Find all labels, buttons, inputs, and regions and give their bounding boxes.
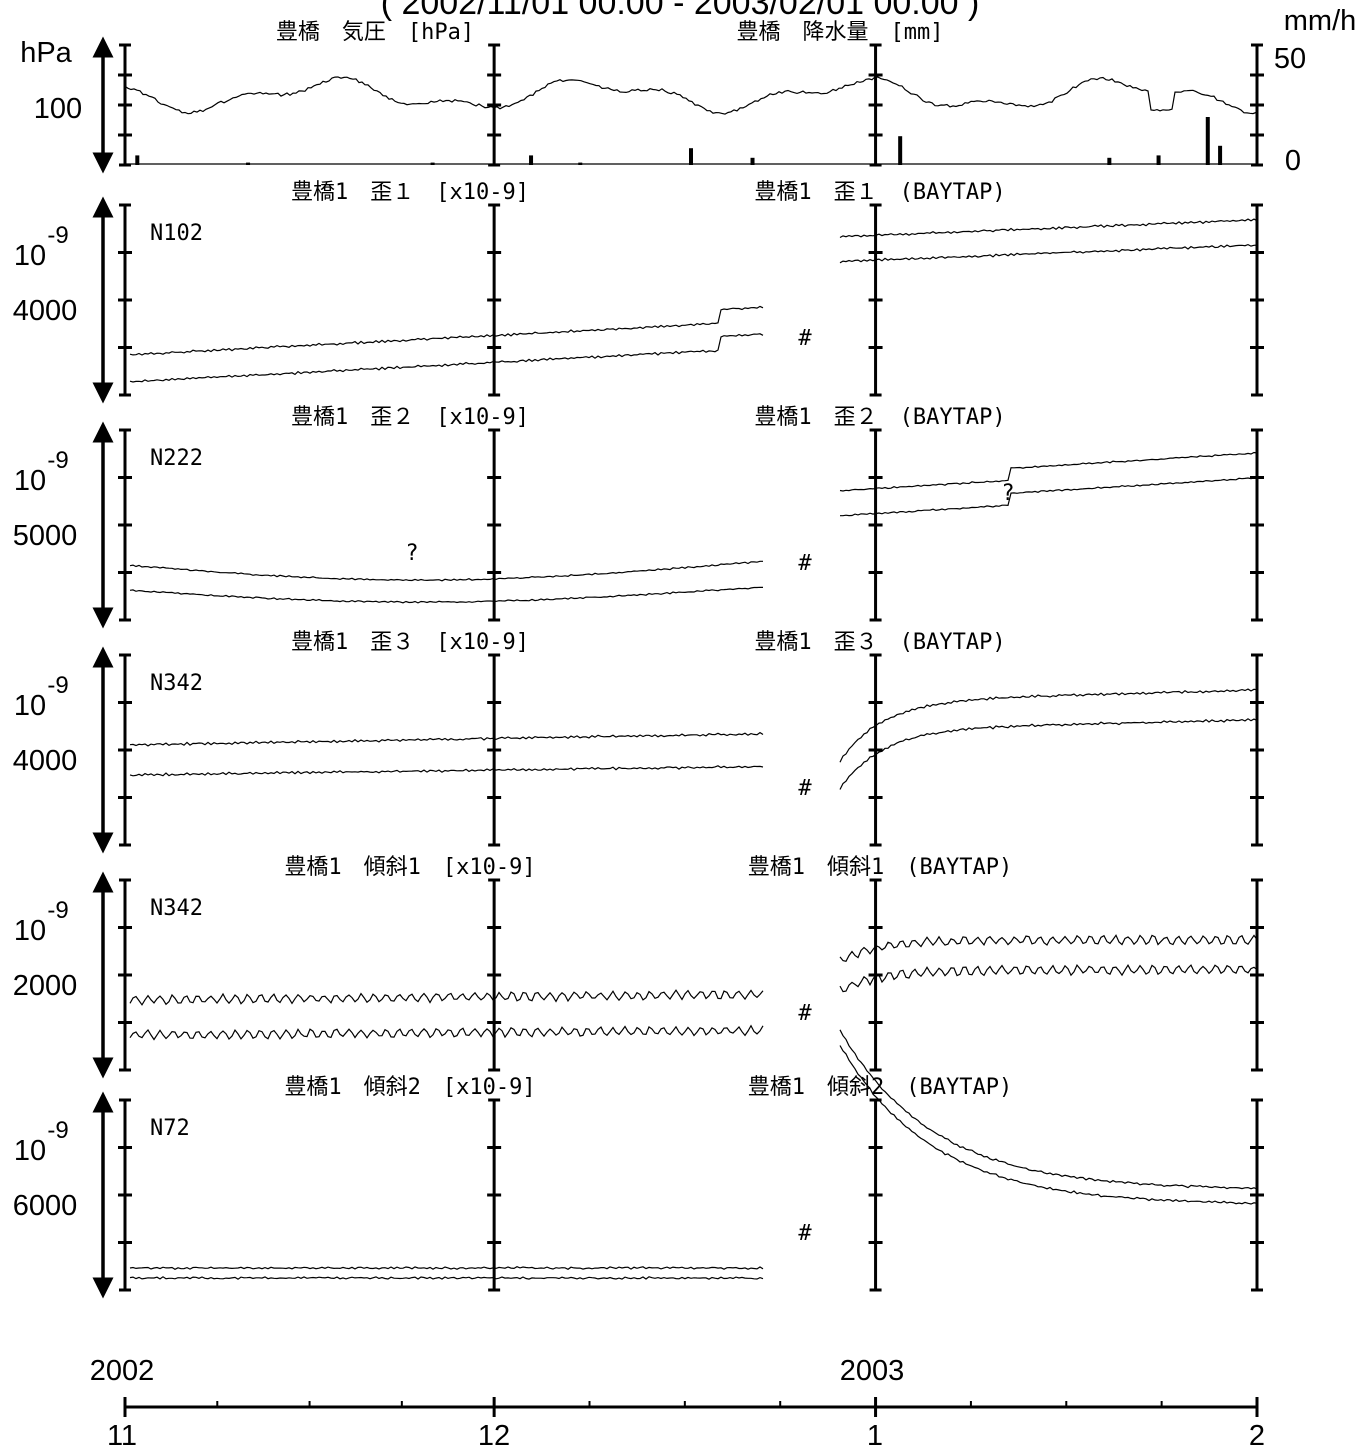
panel-strain1-title-left: 豊橋1 歪１ [x10-9]	[291, 180, 529, 205]
panel-strain2-direction: N222	[150, 446, 203, 471]
panel-strain1-title-right: 豊橋1 歪１ (BAYTAP)	[754, 180, 1005, 205]
precip-bar-0	[135, 155, 140, 165]
top-panel-left-unit: hPa	[20, 37, 72, 69]
header-period: ( 2002/11/01 00:00 - 2003/02/01 00:00 )	[381, 0, 980, 22]
panel-strain3-series-b-late	[839, 718, 1258, 790]
panel-strain2-title-left: 豊橋1 歪２ [x10-9]	[291, 405, 529, 430]
panel-strain1-direction: N102	[150, 221, 203, 246]
panel-strain2-series-a-early	[129, 560, 763, 582]
panel-series	[124, 76, 1258, 1280]
panel-strain3-series-a-late	[839, 688, 1258, 763]
panel-strain1-series-a-late	[839, 218, 1258, 239]
precip-bar-3	[529, 155, 534, 165]
panel-strain1-series-a-early	[129, 305, 764, 356]
panel-strain1-series-b-late	[839, 243, 1258, 264]
panel-strain2-mark-1: ?	[1001, 481, 1014, 506]
panel-strain2-scale-value: 5000	[13, 520, 78, 552]
precip-bar-11	[1218, 145, 1223, 165]
panel-strain2-mark-0: ?	[405, 541, 418, 566]
panel-tilt2-unit-base: 10	[14, 1135, 46, 1167]
precip-bar-10	[1205, 117, 1210, 165]
panel-tilt2-scale-value: 6000	[13, 1190, 78, 1222]
top-panel-left-scale: 100	[34, 93, 82, 125]
panel-tilt2-series-a-early	[129, 1266, 764, 1270]
panel-strain1-unit-exp: -9	[47, 222, 68, 249]
panel-strain3-direction: N342	[150, 671, 203, 696]
panel-tilt1-title-left: 豊橋1 傾斜1 [x10-9]	[284, 855, 535, 880]
panel-strain1-series-b-early	[129, 333, 764, 383]
panel-strain3-title-left: 豊橋1 歪３ [x10-9]	[291, 630, 529, 655]
panel-tilt1-unit-base: 10	[14, 915, 46, 947]
year-label-2003: 2003	[840, 1355, 905, 1387]
panel-tilt1-series-a-late	[839, 934, 1258, 962]
panel-tilt1-unit-exp: -9	[47, 897, 68, 924]
x-axis-ticks	[123, 1397, 1259, 1417]
panel-tilt1-scale-value: 2000	[13, 970, 78, 1002]
x-axis: 2002 2003 11 12 1 2	[90, 1355, 1265, 1452]
panel-strain3-title-right: 豊橋1 歪３ (BAYTAP)	[754, 630, 1005, 655]
panel-tilt1-title-right: 豊橋1 傾斜1 (BAYTAP)	[748, 855, 1012, 880]
panel-strain3-series-a-early	[129, 731, 764, 747]
panel-strain1-gap-mark: #	[798, 326, 812, 351]
panel-tilt2-series-b-early	[129, 1276, 764, 1280]
panel-strain1-scale-value: 4000	[13, 295, 78, 327]
precip-bar-2	[430, 162, 435, 165]
panel-strain2-title-right: 豊橋1 歪２ (BAYTAP)	[754, 405, 1005, 430]
precip-bar-6	[750, 157, 755, 165]
precip-bar-8	[1107, 157, 1112, 165]
panel-strain2-series-b-late	[840, 477, 1258, 517]
pressure-line	[124, 76, 1257, 115]
precip-bar-5	[689, 148, 693, 165]
panel-strain2-unit-exp: -9	[47, 447, 68, 474]
panel-tilt1-direction: N342	[150, 896, 203, 921]
month-label-12: 12	[478, 1420, 510, 1452]
panel-strain3-gap-mark: #	[798, 776, 812, 801]
top-panel-right-unit: mm/h	[1284, 5, 1357, 37]
panel-labels: 豊橋 気圧 [hPa] 豊橋 降水量 [mm] hPa 100 mm/h 50 0 豊橋1 歪…	[13, 5, 1357, 1246]
precip-bar-1	[246, 162, 251, 165]
panel-axes	[92, 36, 1264, 1299]
panel-tilt2-direction: N72	[150, 1116, 190, 1141]
panel-strain3-series-b-early	[129, 765, 764, 777]
panel-tilt2-title-right: 豊橋1 傾斜2 (BAYTAP)	[748, 1075, 1012, 1100]
panel-strain2-gap-mark: #	[798, 551, 812, 576]
panel-tilt1-series-a-early	[129, 989, 764, 1006]
top-panel-right-tick-50: 50	[1274, 43, 1306, 75]
panel-tilt2-series-a-late	[839, 1029, 1258, 1190]
year-label-2002: 2002	[90, 1355, 155, 1387]
panel-tilt1-series-b-late	[839, 963, 1258, 993]
month-label-11: 11	[107, 1420, 137, 1452]
top-panel-right-tick-0: 0	[1285, 145, 1301, 177]
panel-strain3-unit-exp: -9	[47, 672, 68, 699]
panel-tilt2-title-left: 豊橋1 傾斜2 [x10-9]	[284, 1075, 535, 1100]
panel-tilt1-gap-mark: #	[798, 1001, 812, 1026]
panel-tilt2-series-b-late	[839, 1045, 1258, 1205]
panel-strain3-unit-base: 10	[14, 690, 46, 722]
panel-tilt1-series-b-early	[129, 1024, 764, 1041]
precip-bar-4	[578, 162, 583, 165]
panel-strain2-unit-base: 10	[14, 465, 46, 497]
panel-strain2-series-a-late	[839, 451, 1258, 492]
precip-bar-7	[898, 136, 903, 165]
precip-bar-9	[1156, 155, 1161, 165]
panel-strain3-scale-value: 4000	[13, 745, 78, 777]
month-label-1: 1	[867, 1420, 883, 1452]
month-label-2: 2	[1249, 1420, 1265, 1452]
panel-strain1-unit-base: 10	[14, 240, 46, 272]
panel-tilt2-unit-exp: -9	[47, 1117, 68, 1144]
panel-tilt2-gap-mark: #	[798, 1221, 812, 1246]
top-panel-title-right: 豊橋 降水量 [mm]	[737, 20, 944, 45]
panel-strain2-series-b-early	[129, 586, 764, 604]
top-panel-title-left: 豊橋 気圧 [hPa]	[276, 20, 474, 45]
